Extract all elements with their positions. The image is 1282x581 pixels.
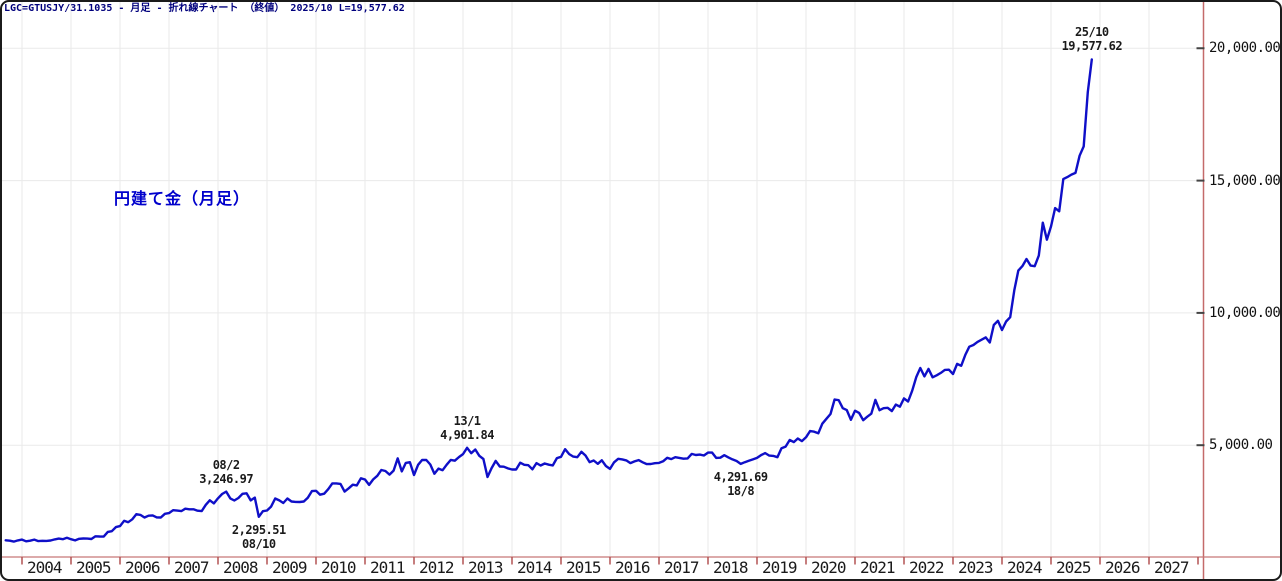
y-axis-label: 5,000.00	[1209, 437, 1273, 454]
x-axis-year-label: 2014	[517, 558, 553, 577]
x-axis-year-label: 2024	[1007, 558, 1043, 577]
price-annotation-line: 19,577.62	[1061, 39, 1123, 54]
x-axis-year-label: 2021	[860, 558, 896, 577]
x-axis-year-label: 2013	[468, 558, 504, 577]
x-axis-year-label: 2018	[713, 558, 749, 577]
price-annotation-line: 25/10	[1075, 25, 1109, 40]
price-annotation-line: 08/10	[242, 536, 276, 551]
x-axis-year-label: 2009	[272, 558, 308, 577]
price-annotation-line: 08/2	[212, 457, 240, 472]
price-annotation-line: 2,295.51	[231, 522, 286, 537]
x-axis-year-label: 2012	[419, 558, 455, 577]
price-annotation: 08/2 3,246.97	[199, 458, 253, 486]
price-annotation-line: 4,901.84	[440, 427, 494, 442]
x-axis-year-label: 2027	[1154, 558, 1190, 577]
x-axis-year-label: 2006	[125, 558, 161, 577]
y-axis-label: 20,000.00	[1209, 40, 1281, 57]
price-annotation-line: 13/1	[453, 413, 481, 428]
price-annotation: 2,295.51 08/10	[232, 523, 286, 551]
chart-title-bar: LGC=GTUSJY/31.1035 - 月足 - 折れ線チャート （終値） 2…	[4, 3, 405, 14]
x-axis-year-label: 2023	[958, 558, 994, 577]
x-axis-year-label: 2015	[566, 558, 602, 577]
x-axis-year-label: 2026	[1105, 558, 1141, 577]
price-annotation-line: 4,291.69	[713, 469, 768, 484]
x-axis-year-label: 2019	[762, 558, 798, 577]
price-annotation-line: 18/8	[727, 483, 755, 498]
price-annotation: 13/1 4,901.84	[440, 414, 494, 442]
price-annotation: 4,291.69 18/8	[714, 470, 768, 498]
x-axis-year-label: 2020	[811, 558, 847, 577]
price-annotation-line: 3,246.97	[199, 471, 254, 486]
x-axis-year-label: 2011	[370, 558, 406, 577]
x-axis-year-label: 2008	[223, 558, 259, 577]
x-axis-year-label: 2017	[664, 558, 700, 577]
x-axis-year-label: 2010	[321, 558, 357, 577]
x-axis-year-label: 2005	[76, 558, 112, 577]
y-axis-label: 10,000.00	[1209, 304, 1281, 321]
x-axis-year-label: 2007	[174, 558, 210, 577]
x-axis-year-label: 2004	[27, 558, 63, 577]
y-axis-label: 15,000.00	[1209, 172, 1281, 189]
x-axis-year-label: 2025	[1056, 558, 1092, 577]
x-axis-year-label: 2016	[615, 558, 651, 577]
price-annotation: 25/10 19,577.62	[1062, 25, 1123, 53]
series-label: 円建て金（月足）	[114, 191, 251, 208]
gold-price-line	[4, 58, 1094, 543]
x-axis-year-label: 2022	[909, 558, 945, 577]
